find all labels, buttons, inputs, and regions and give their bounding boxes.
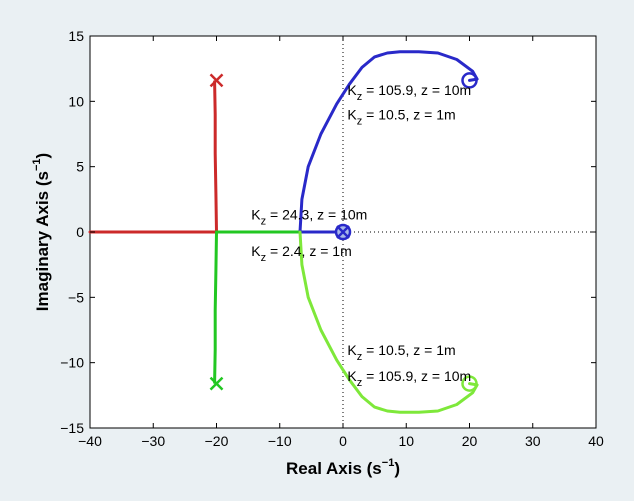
x-tick-label: 40 bbox=[588, 433, 604, 449]
gain-subscript: z bbox=[357, 351, 363, 363]
y-tick-label: −5 bbox=[68, 289, 84, 305]
locus-branch-6 bbox=[298, 50, 479, 234]
zero-marker bbox=[461, 375, 478, 392]
gain-subscript: z bbox=[357, 91, 363, 103]
gain-subscript: z bbox=[357, 116, 363, 128]
x-tick-label: −20 bbox=[205, 433, 229, 449]
pole-marker-stroke-b bbox=[336, 225, 350, 239]
gain-symbol: K bbox=[347, 107, 357, 123]
x-axis-label: Real Axis (s−1) bbox=[286, 457, 400, 478]
y-tick-label: −10 bbox=[60, 355, 84, 371]
y-tick-label: 0 bbox=[76, 224, 84, 240]
pole-marker-stroke-b bbox=[209, 376, 224, 391]
gain-annotation: Kz = 105.9, z = 10m bbox=[347, 82, 471, 103]
gain-value: = 10.5, z = 1m bbox=[362, 342, 455, 358]
x-tick-label: 10 bbox=[398, 433, 414, 449]
gain-value: = 105.9, z = 10m bbox=[362, 82, 471, 98]
zero-marker bbox=[461, 72, 478, 89]
gain-value: = 2.4, z = 1m bbox=[266, 243, 352, 259]
x-tick-label: 30 bbox=[525, 433, 541, 449]
locus-branch-3 bbox=[213, 230, 218, 384]
y-tick-label: 15 bbox=[68, 28, 84, 44]
gain-symbol: K bbox=[347, 342, 357, 358]
pole-marker-stroke-b bbox=[209, 73, 224, 88]
gain-symbol: K bbox=[251, 207, 261, 223]
pole-marker bbox=[209, 73, 224, 88]
locus-branch-7 bbox=[298, 230, 479, 414]
x-axis-label-close: ) bbox=[394, 459, 400, 478]
x-tick-label: 0 bbox=[339, 433, 347, 449]
gain-subscript: z bbox=[261, 252, 267, 264]
y-axis-label-exponent: −1 bbox=[31, 158, 43, 171]
gain-value: = 105.9, z = 10m bbox=[362, 368, 471, 384]
gain-annotation: Kz = 2.4, z = 1m bbox=[251, 243, 351, 264]
gain-subscript: z bbox=[261, 216, 267, 228]
gain-value: = 24.3, z = 10m bbox=[266, 207, 367, 223]
gain-annotation: Kz = 10.5, z = 1m bbox=[347, 107, 455, 128]
gain-symbol: K bbox=[347, 368, 357, 384]
gain-symbol: K bbox=[251, 243, 261, 259]
y-axis-label: Imaginary Axis (s−1) bbox=[31, 153, 52, 311]
gain-symbol: K bbox=[347, 82, 357, 98]
x-axis-label-exponent: −1 bbox=[382, 457, 395, 469]
x-tick-label: 20 bbox=[462, 433, 478, 449]
locus-branches bbox=[88, 50, 479, 414]
locus-branch-2 bbox=[213, 80, 218, 234]
y-tick-label: −15 bbox=[60, 420, 84, 436]
y-tick-label: 10 bbox=[68, 93, 84, 109]
y-axis-label-close: ) bbox=[33, 153, 52, 159]
poles-and-zeros bbox=[209, 72, 478, 392]
pole-marker bbox=[209, 376, 224, 391]
y-tick-label: 5 bbox=[76, 159, 84, 175]
x-tick-label: −10 bbox=[268, 433, 292, 449]
axis-ticks: −40 −30 −20 −10 0 10 20 30 40 −15 −10 −5 0 5 10 15 bbox=[60, 28, 604, 449]
gain-annotation: Kz = 105.9, z = 10m bbox=[347, 368, 471, 389]
gain-annotation: Kz = 24.3, z = 10m bbox=[251, 207, 367, 228]
gain-annotation: Kz = 10.5, z = 1m bbox=[347, 342, 455, 363]
gain-subscript: z bbox=[357, 377, 363, 389]
y-axis-label-text: Imaginary Axis (s bbox=[33, 171, 52, 311]
x-axis-label-text: Real Axis (s bbox=[286, 459, 382, 478]
x-tick-label: −40 bbox=[78, 433, 102, 449]
x-tick-label: −30 bbox=[141, 433, 165, 449]
pole-marker bbox=[336, 225, 350, 239]
gain-value: = 10.5, z = 1m bbox=[362, 107, 455, 123]
